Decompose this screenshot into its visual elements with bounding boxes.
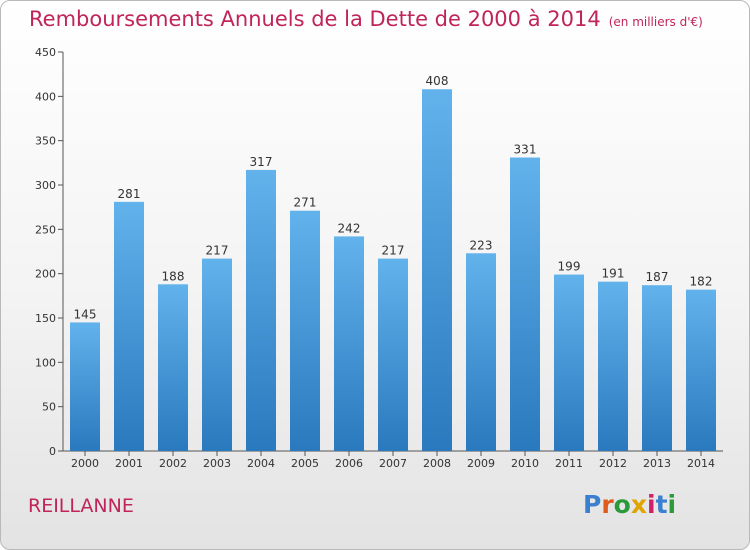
x-tick-label: 2014 (687, 457, 715, 470)
x-tick-label: 2004 (247, 457, 275, 470)
x-tick-label: 2010 (511, 457, 539, 470)
y-tick-label: 250 (35, 223, 56, 236)
y-tick-label: 150 (35, 312, 56, 325)
value-label: 182 (690, 275, 713, 289)
bar (202, 258, 232, 451)
x-tick-label: 2006 (335, 457, 363, 470)
logo-letter: i (667, 490, 677, 519)
bar (422, 89, 452, 452)
value-label: 271 (294, 196, 317, 210)
bar (246, 169, 276, 451)
value-label: 145 (74, 307, 97, 321)
y-tick-label: 200 (35, 268, 56, 281)
bar (686, 289, 716, 451)
bar (378, 258, 408, 451)
x-tick-label: 2001 (115, 457, 143, 470)
x-tick-label: 2003 (203, 457, 231, 470)
bar (114, 201, 144, 451)
value-label: 317 (250, 155, 273, 169)
bars (70, 89, 716, 452)
value-label: 191 (602, 267, 625, 281)
y-tick-label: 400 (35, 90, 56, 103)
x-tick-label: 2013 (643, 457, 671, 470)
bar (466, 253, 496, 451)
logo-letter: o (613, 490, 631, 519)
value-label: 281 (118, 187, 141, 201)
y-tick-label: 300 (35, 179, 56, 192)
x-tick-label: 2012 (599, 457, 627, 470)
chart-title: Remboursements Annuels de la Dette de 20… (29, 7, 703, 31)
x-tick-label: 2011 (555, 457, 583, 470)
y-tick-label: 50 (42, 401, 56, 414)
logo-letter: P (583, 490, 602, 519)
x-tick-label: 2008 (423, 457, 451, 470)
bar (334, 236, 364, 451)
value-label: 217 (382, 244, 405, 258)
x-tick-label: 2002 (159, 457, 187, 470)
value-label: 187 (646, 270, 669, 284)
value-label: 408 (426, 74, 449, 88)
bar (554, 274, 584, 451)
value-label: 331 (514, 143, 537, 157)
value-label: 199 (558, 260, 581, 274)
x-tick-label: 2000 (71, 457, 99, 470)
x-tick-label: 2009 (467, 457, 495, 470)
y-tick-label: 350 (35, 135, 56, 148)
y-tick-label: 450 (35, 46, 56, 59)
y-tick-label: 100 (35, 356, 56, 369)
logo-letter: i (647, 490, 656, 519)
logo-letter: r (601, 490, 614, 519)
value-label: 242 (338, 221, 361, 235)
bar (290, 210, 320, 451)
value-labels: 145 281 188 217 317 271 242 217 408 223 331 199 191 1… (74, 74, 713, 321)
logo-letter: x (630, 490, 647, 519)
chart-title-text: Remboursements Annuels de la Dette de 20… (29, 7, 601, 31)
y-tick-label: 0 (49, 445, 56, 458)
logo-letter: t (655, 490, 668, 519)
x-tick-label: 2007 (379, 457, 407, 470)
town-name: REILLANNE (28, 495, 134, 517)
axes: 0 50 100 150 200 250 300 350 400 450 2000 2001 2002 2… (35, 46, 723, 470)
value-label: 217 (206, 244, 229, 258)
bar (642, 285, 672, 451)
bar (598, 281, 628, 451)
x-tick-label: 2005 (291, 457, 319, 470)
bar (70, 322, 100, 451)
proxiti-logo[interactable]: Proxiti (583, 490, 676, 519)
bar (510, 157, 540, 451)
value-label: 188 (162, 269, 185, 283)
bar (158, 284, 188, 451)
value-label: 223 (470, 238, 493, 252)
chart-unit: (en milliers d'€) (608, 15, 703, 29)
